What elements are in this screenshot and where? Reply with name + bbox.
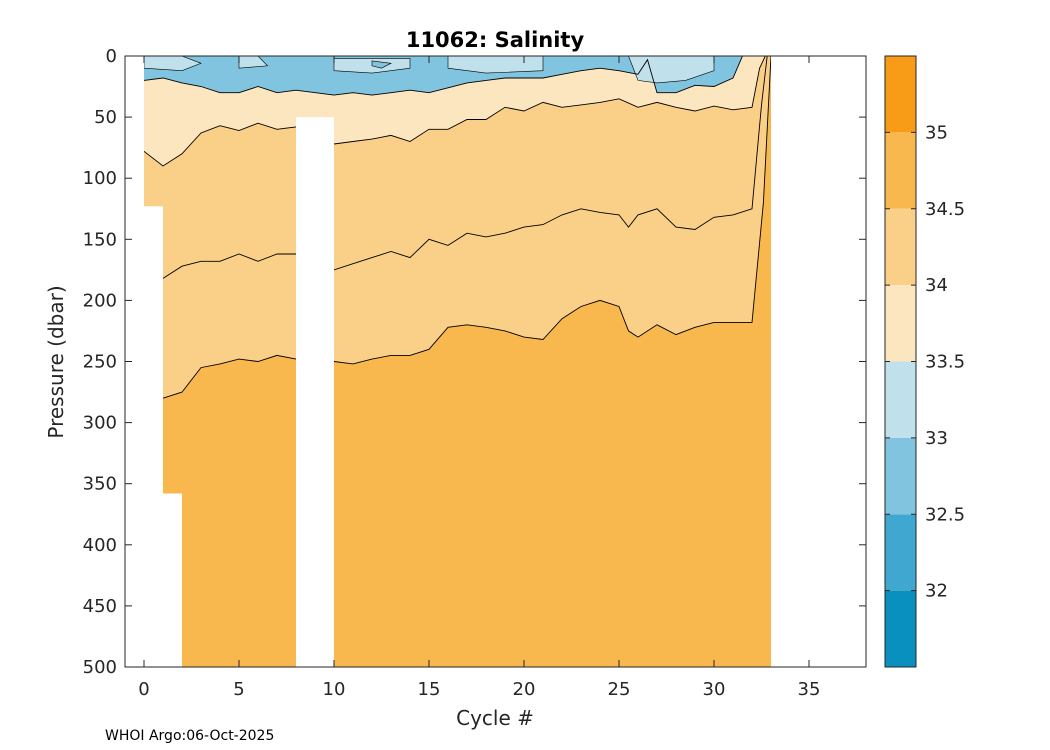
colorbar-swatch [885,361,916,438]
plot-area [144,56,771,667]
fresh-patch-2 [238,56,269,69]
x-tick-label: 5 [233,679,244,700]
colorbar-swatch [885,132,916,209]
y-tick-label: 0 [106,46,117,67]
footer-credit: WHOI Argo:06-Oct-2025 [105,728,274,744]
contour-line-33p5 [144,56,743,96]
colorbar-swatch [885,285,916,362]
y-axis-label: Pressure (dbar) [44,285,68,438]
x-tick-label: 35 [798,679,821,700]
fresh-patch-1 [144,56,202,72]
colorbar-swatch [885,208,916,286]
colorbar: 32 32.5 33 33.5 34 34.5 35 [884,55,965,668]
y-tick-label: 150 [83,229,117,250]
colorbar-tick-label: 33.5 [925,352,965,373]
data-gap-1 [296,117,334,667]
y-tick-label: 400 [83,535,117,556]
x-tick-label: 10 [323,679,346,700]
y-tick-label: 200 [83,290,117,311]
y-tick-label: 450 [83,596,117,617]
contour-line-34p5 [144,56,768,291]
colorbar-swatch [885,56,916,133]
colorbar-tick-label: 34.5 [925,199,965,220]
colorbar-tick-label: 32 [925,581,948,602]
contour-line-35 [162,56,771,399]
data-gap-2 [144,206,163,667]
x-axis-label: Cycle # [456,706,534,730]
colorbar-swatch [885,514,916,591]
y-tick-label: 300 [83,413,117,434]
salinity-field [144,56,771,667]
y-tick-label: 50 [94,107,117,128]
y-tick-label: 250 [83,352,117,373]
colorbar-swatch [885,437,916,515]
y-tick-label: 500 [83,657,117,678]
data-gap-3 [163,493,182,667]
fresh-patch-5 [628,56,715,84]
fresh-patch-6 [371,60,392,69]
x-tick-label: 0 [138,679,149,700]
chart-title: 11062: Salinity [406,28,585,52]
colorbar-tick-label: 34 [925,275,948,296]
x-tick-label: 30 [703,679,726,700]
fresh-patch-4 [447,56,544,74]
x-tick-label: 15 [418,679,441,700]
axes: 0 5 10 15 20 25 30 3505010015020025030035040045… [83,46,867,700]
y-tick-label: 100 [83,168,117,189]
contour-line-34 [144,56,766,167]
colorbar-tick-label: 33 [925,428,948,449]
x-tick-label: 20 [513,679,536,700]
colorbar-swatch [885,590,916,667]
y-tick-label: 350 [83,474,117,495]
colorbar-tick-label: 35 [925,122,948,143]
x-tick-label: 25 [608,679,631,700]
colorbar-tick-label: 32.5 [925,504,965,525]
